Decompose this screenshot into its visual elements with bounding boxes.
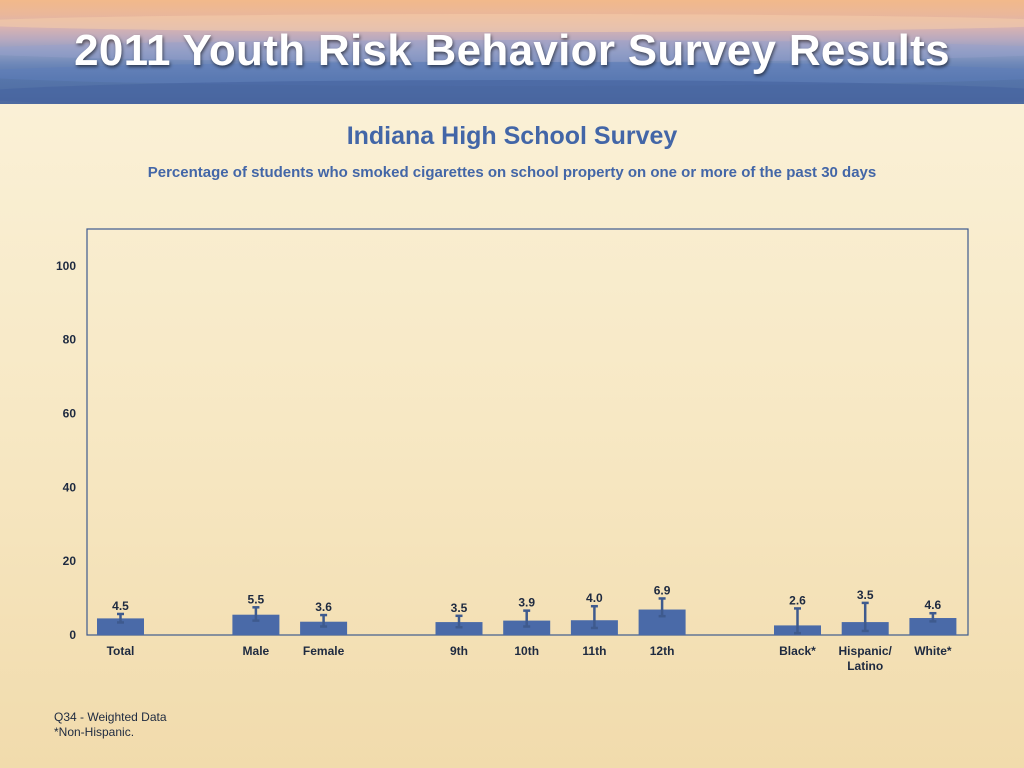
category-label-9: White* (914, 644, 952, 658)
footnote-weighted: Q34 - Weighted Data (54, 710, 167, 724)
value-label-8: 3.5 (857, 588, 874, 602)
value-label-5: 4.0 (586, 591, 603, 605)
value-label-0: 4.5 (112, 599, 129, 613)
value-label-2: 3.6 (315, 600, 332, 614)
chart-subtitle: Percentage of students who smoked cigare… (147, 164, 877, 181)
value-label-4: 3.9 (518, 596, 535, 610)
bar-9 (909, 618, 957, 635)
value-label-6: 6.9 (654, 583, 671, 597)
plot-frame (86, 228, 969, 636)
banner-title: 2011 Youth Risk Behavior Survey Results (74, 26, 950, 75)
banner: 2011 Youth Risk Behavior Survey Results (0, 0, 1024, 104)
y-tick-label: 60 (63, 407, 77, 421)
y-tick-label: 40 (63, 480, 77, 494)
value-label-1: 5.5 (248, 592, 265, 606)
category-label-0: Total (107, 644, 135, 658)
category-label-5: 11th (582, 644, 606, 658)
category-label-1: Male (243, 644, 270, 658)
bar-1 (232, 614, 280, 635)
category-label-2: Female (303, 644, 345, 658)
footnote-non-hispanic: *Non-Hispanic. (54, 725, 135, 739)
category-label-6: 12th (650, 644, 675, 658)
category-label-8: Hispanic/ (839, 644, 893, 658)
value-label-3: 3.5 (451, 601, 468, 615)
category-label-7: Black* (779, 644, 816, 658)
y-tick-label: 100 (56, 259, 76, 273)
category-label-4: 10th (514, 644, 539, 658)
y-tick-label: 80 (63, 333, 77, 347)
chart-title: Indiana High School Survey (346, 122, 678, 150)
bar-0 (97, 618, 144, 635)
value-label-9: 4.6 (925, 598, 942, 612)
category-label-3: 9th (450, 644, 468, 658)
value-label-7: 2.6 (789, 593, 806, 607)
bar-3 (435, 622, 483, 635)
bar-4 (503, 620, 551, 635)
category-label-8: Latino (847, 659, 883, 673)
y-tick-label: 20 (63, 554, 77, 568)
bar-2 (300, 621, 348, 635)
y-tick-label: 0 (69, 628, 76, 642)
